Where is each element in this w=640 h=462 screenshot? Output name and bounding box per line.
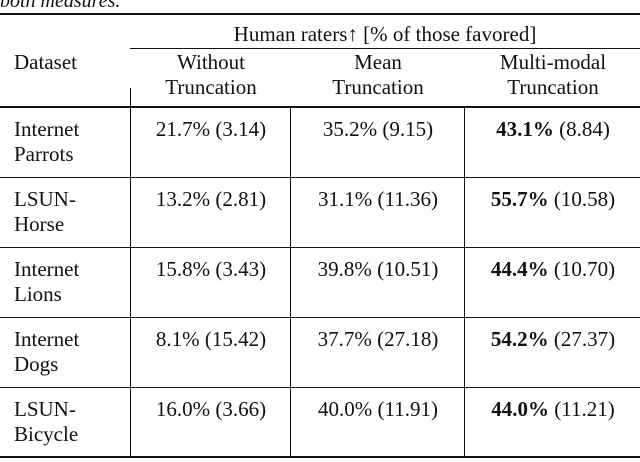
- cell-value: 54.2%: [490, 327, 549, 351]
- cell-std: (11.91): [377, 397, 438, 421]
- table-cell: 37.7% (27.18): [292, 327, 464, 352]
- cell-value: 43.1%: [496, 117, 554, 141]
- dataset-name-line: Horse: [14, 212, 65, 236]
- column-rule: [130, 178, 131, 247]
- column-rule: [290, 388, 291, 457]
- table-cell: 39.8% (10.51): [292, 257, 464, 282]
- cell-std: (3.43): [215, 257, 267, 281]
- col-header-line: Mean: [354, 50, 402, 74]
- cell-std: (9.15): [382, 117, 434, 141]
- cell-value: 39.8%: [317, 257, 372, 281]
- row-rule: [0, 317, 640, 318]
- dataset-name-line: LSUN-: [14, 187, 76, 211]
- group-rule: [130, 48, 640, 49]
- table-cell: 35.2% (9.15): [292, 117, 464, 142]
- cell-value: 55.7%: [490, 187, 549, 211]
- col-header-line: Without: [177, 50, 245, 74]
- header-vline: [130, 88, 131, 106]
- cell-value: 8.1%: [155, 327, 200, 351]
- table-cell: 44.4% (10.70): [466, 257, 640, 282]
- cell-std: (11.21): [554, 397, 615, 421]
- column-rule: [130, 388, 131, 457]
- cell-value: 16.0%: [155, 397, 211, 421]
- dataset-name-line: LSUN-: [14, 397, 76, 421]
- cell-std: (11.36): [377, 187, 438, 211]
- col-header-multimodal: Multi-modal Truncation: [466, 50, 640, 100]
- column-rule: [130, 108, 131, 177]
- cell-std: (27.18): [377, 327, 439, 351]
- row-rule: [0, 247, 640, 248]
- dataset-name-line: Dogs: [14, 352, 59, 376]
- dataset-name-line: Parrots: [14, 142, 74, 166]
- column-rule: [290, 108, 291, 177]
- table-cell: 43.1% (8.84): [466, 117, 640, 142]
- cell-std: (8.84): [559, 117, 610, 141]
- table-cell: 16.0% (3.66): [132, 397, 290, 422]
- cell-value: 40.0%: [318, 397, 373, 421]
- cell-std: (27.37): [553, 327, 616, 351]
- row-rule: [0, 387, 640, 388]
- cell-value: 31.1%: [318, 187, 373, 211]
- col-header-line: Truncation: [165, 75, 257, 99]
- column-rule: [290, 248, 291, 317]
- col-header-mean: Mean Truncation: [292, 50, 464, 100]
- cell-std: (10.58): [553, 187, 616, 211]
- cell-value: 44.4%: [490, 257, 549, 281]
- header-bottom-rule: [0, 106, 640, 108]
- cell-value: 21.7%: [155, 117, 211, 141]
- cell-value: 44.0%: [491, 397, 550, 421]
- dataset-header: Dataset: [14, 50, 77, 74]
- group-header: Human raters↑ [% of those favored]: [233, 22, 537, 46]
- column-rule: [290, 318, 291, 387]
- col-header-line: Truncation: [332, 75, 424, 99]
- dataset-name-line: Bicycle: [14, 422, 79, 446]
- table-cell: 55.7% (10.58): [466, 187, 640, 212]
- dataset-name-line: Internet: [14, 327, 80, 351]
- dataset-name-line: Internet: [14, 117, 80, 141]
- column-rule: [290, 178, 291, 247]
- dataset-name-line: Lions: [14, 282, 62, 306]
- col-header-without: Without Truncation: [132, 50, 290, 100]
- dataset-name: LSUN- Bicycle: [14, 397, 78, 447]
- column-rule: [464, 248, 465, 317]
- table-cell: 40.0% (11.91): [292, 397, 464, 422]
- column-rule: [130, 318, 131, 387]
- cell-std: (10.70): [553, 257, 616, 281]
- bottom-rule: [0, 456, 640, 458]
- cell-std: (2.81): [215, 187, 267, 211]
- cell-value: 37.7%: [317, 327, 372, 351]
- col-header-line: Truncation: [507, 75, 599, 99]
- column-rule: [464, 108, 465, 177]
- table-cell: 31.1% (11.36): [292, 187, 464, 212]
- column-rule: [464, 318, 465, 387]
- table-cell: 21.7% (3.14): [132, 117, 290, 142]
- dataset-name: Internet Parrots: [14, 117, 79, 167]
- table-cell: 15.8% (3.43): [132, 257, 290, 282]
- cell-std: (3.66): [215, 397, 267, 421]
- table-cell: 13.2% (2.81): [132, 187, 290, 212]
- dataset-name: LSUN- Horse: [14, 187, 76, 237]
- cell-std: (15.42): [204, 327, 267, 351]
- table-cell: 54.2% (27.37): [466, 327, 640, 352]
- column-rule: [464, 388, 465, 457]
- dataset-name: Internet Dogs: [14, 327, 79, 377]
- cell-std: (3.14): [215, 117, 267, 141]
- col-header-line: Multi-modal: [499, 50, 607, 74]
- column-rule: [130, 248, 131, 317]
- cell-std: (10.51): [377, 257, 439, 281]
- cell-value: 13.2%: [155, 187, 211, 211]
- dataset-name: Internet Lions: [14, 257, 79, 307]
- row-rule: [0, 177, 640, 178]
- top-rule: [0, 13, 640, 15]
- caption-fragment: both measures.: [0, 0, 121, 12]
- cell-value: 35.2%: [322, 117, 378, 141]
- cell-value: 15.8%: [155, 257, 211, 281]
- table-cell: 44.0% (11.21): [466, 397, 640, 422]
- table-cell: 8.1% (15.42): [132, 327, 290, 352]
- dataset-name-line: Internet: [14, 257, 80, 281]
- column-rule: [464, 178, 465, 247]
